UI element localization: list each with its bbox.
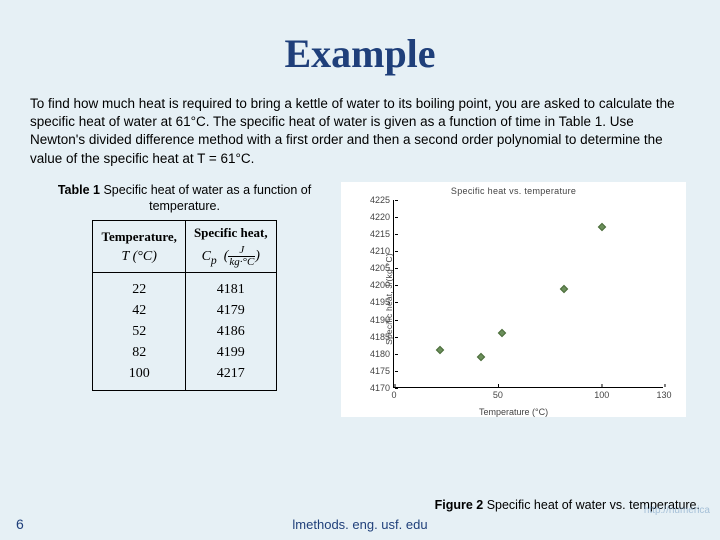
plot-area: 4170418041904200421042204175418541954205… — [393, 200, 663, 388]
left-column: Table 1 Specific heat of water as a func… — [30, 182, 339, 417]
col2-label: Specific heat, — [194, 225, 268, 241]
ytick-label: 4185 — [370, 332, 394, 342]
ytick-label: 4175 — [370, 366, 394, 376]
col1-unit: T (°C) — [101, 249, 176, 265]
ytick-label: 4180 — [370, 349, 394, 359]
page-number: 6 — [16, 516, 24, 532]
ytick-label: 4170 — [370, 383, 394, 393]
chart-xlabel: Temperature (°C) — [341, 407, 686, 417]
xtick-label: 100 — [594, 387, 609, 400]
table-caption: Table 1 Specific heat of water as a func… — [30, 182, 339, 215]
ytick-label: 4200 — [370, 280, 394, 290]
col1-label: Temperature, — [101, 229, 176, 245]
ytick-label: 4210 — [370, 246, 394, 256]
slide: Example To find how much heat is require… — [0, 0, 720, 540]
watermark: http://numerica — [644, 505, 710, 516]
content-row: Table 1 Specific heat of water as a func… — [30, 182, 690, 417]
data-table: Temperature, T (°C) Specific heat, Cp (J… — [92, 220, 276, 391]
ytick-label: 4195 — [370, 297, 394, 307]
data-marker — [436, 346, 444, 354]
figure-caption-bold: Figure 2 — [435, 498, 484, 512]
right-column: Specific heat vs. temperature Specific h… — [341, 182, 690, 417]
cps-cell: 41814179418641994217 — [185, 273, 276, 391]
xtick-label: 0 — [392, 387, 397, 400]
data-marker — [560, 284, 568, 292]
ytick-label: 4190 — [370, 315, 394, 325]
footer-url: lmethods. eng. usf. edu — [292, 517, 427, 532]
slide-title: Example — [30, 30, 690, 77]
xtick-label: 130 — [657, 387, 672, 400]
col1-header: Temperature, T (°C) — [93, 221, 185, 273]
ytick-label: 4205 — [370, 263, 394, 273]
body-text: To find how much heat is required to bri… — [30, 95, 690, 168]
data-marker — [498, 329, 506, 337]
ytick-label: 4225 — [370, 195, 394, 205]
chart: Specific heat vs. temperature Specific h… — [341, 182, 686, 417]
data-marker — [598, 223, 606, 231]
table-caption-rest: Specific heat of water as a function of … — [100, 183, 311, 213]
table-caption-bold: Table 1 — [58, 183, 100, 197]
ytick-label: 4215 — [370, 229, 394, 239]
temps-cell: 22425282100 — [93, 273, 185, 391]
col2-unit: Cp (Jkg·°C) — [194, 245, 268, 268]
table-header-row: Temperature, T (°C) Specific heat, Cp (J… — [93, 221, 276, 273]
col2-header: Specific heat, Cp (Jkg·°C) — [185, 221, 276, 273]
xtick-label: 50 — [493, 387, 503, 400]
table-data-row: 22425282100 41814179418641994217 — [93, 273, 276, 391]
ytick-label: 4220 — [370, 212, 394, 222]
data-marker — [477, 353, 485, 361]
